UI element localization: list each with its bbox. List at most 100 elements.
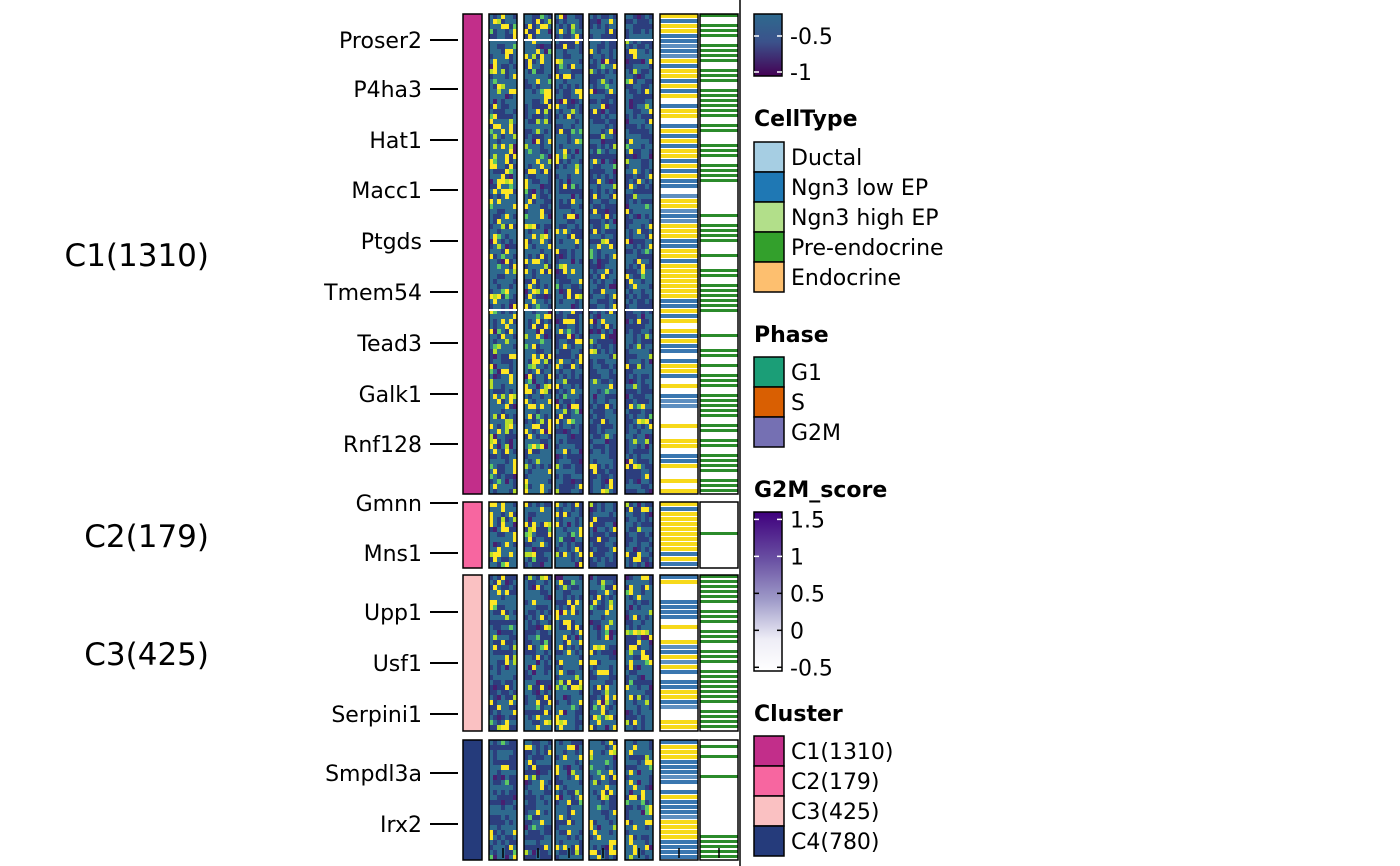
heatmap-cell: [637, 517, 641, 522]
heatmap-cell: [629, 309, 633, 314]
annotation-cell: [660, 517, 698, 521]
heatmap-cell: [540, 324, 544, 329]
heatmap-cell: [540, 507, 544, 512]
heatmap-cell: [625, 537, 629, 542]
heatmap-cell: [528, 665, 532, 670]
heatmap-cell: [613, 284, 617, 289]
heatmap-cell: [649, 690, 653, 695]
heatmap-cell: [513, 144, 517, 149]
heatmap-cell: [509, 264, 513, 269]
heatmap-cell: [589, 309, 593, 314]
heatmap-cell: [593, 537, 597, 542]
heatmap-cell: [548, 199, 552, 204]
heatmap-cell: [540, 154, 544, 159]
heatmap-cell: [548, 502, 552, 507]
heatmap-cell: [528, 522, 532, 527]
heatmap-cell: [633, 314, 637, 319]
heatmap-cell: [509, 259, 513, 264]
heatmap-cell: [589, 339, 593, 344]
legend-swatch: [753, 735, 785, 767]
heatmap-cell: [601, 129, 605, 134]
annotation-cell: [660, 239, 698, 243]
heatmap-cell: [575, 139, 579, 144]
heatmap-cell: [601, 134, 605, 139]
heatmap-cell: [509, 850, 513, 855]
heatmap-cell: [513, 344, 517, 349]
heatmap-cell: [567, 650, 571, 655]
heatmap-cell: [613, 29, 617, 34]
heatmap-cell: [544, 700, 548, 705]
legend-swatch: [753, 765, 785, 797]
heatmap-cell: [555, 419, 559, 424]
heatmap-cell: [579, 552, 583, 557]
heatmap-cell: [633, 374, 637, 379]
annotation-cell: [660, 139, 698, 143]
heatmap-cell: [563, 585, 567, 590]
heatmap-cell: [641, 600, 645, 605]
heatmap-cell: [559, 484, 563, 489]
heatmap-cell: [633, 364, 637, 369]
heatmap-cell: [613, 489, 617, 494]
heatmap-cell: [597, 309, 601, 314]
annotation-cell: [660, 74, 698, 78]
heatmap-cell: [497, 399, 501, 404]
heatmap-cell: [571, 537, 575, 542]
heatmap-cell: [509, 765, 513, 770]
heatmap-cell: [579, 595, 583, 600]
heatmap-cell: [601, 44, 605, 49]
heatmap-cell: [641, 810, 645, 815]
heatmap-cell: [579, 279, 583, 284]
heatmap-cell: [563, 695, 567, 700]
heatmap-cell: [567, 695, 571, 700]
heatmap-cell: [497, 620, 501, 625]
heatmap-cell: [629, 409, 633, 414]
heatmap-cell: [575, 244, 579, 249]
heatmap-cell: [629, 625, 633, 630]
heatmap-cell: [540, 765, 544, 770]
heatmap-cell: [509, 685, 513, 690]
heatmap-cell: [532, 522, 536, 527]
heatmap-cell: [532, 830, 536, 835]
heatmap-cell: [505, 850, 509, 855]
heatmap-cell: [497, 89, 501, 94]
heatmap-cell: [567, 409, 571, 414]
heatmap-cell: [489, 119, 493, 124]
heatmap-cell: [605, 424, 609, 429]
heatmap-cell: [609, 830, 613, 835]
heatmap-cell: [609, 517, 613, 522]
heatmap-cell: [489, 552, 493, 557]
heatmap-cell: [555, 715, 559, 720]
heatmap-cell: [544, 109, 548, 114]
heatmap-cell: [497, 725, 501, 730]
heatmap-cell: [609, 104, 613, 109]
heatmap-cell: [513, 785, 517, 790]
heatmap-cell: [613, 484, 617, 489]
heatmap-cell: [493, 389, 497, 394]
annotation-cell: [700, 650, 738, 653]
heatmap-column-border: [554, 574, 584, 732]
annotation-cell: [700, 79, 738, 82]
heatmap-cell: [497, 284, 501, 289]
heatmap-cell: [649, 154, 653, 159]
heatmap-cell: [528, 845, 532, 850]
annotation-cell: [660, 219, 698, 223]
heatmap-cell: [645, 512, 649, 517]
heatmap-cell: [633, 334, 637, 339]
heatmap-cell: [532, 770, 536, 775]
heatmap-cell: [567, 294, 571, 299]
heatmap-cell: [536, 770, 540, 775]
heatmap-cell: [609, 34, 613, 39]
heatmap-cell: [563, 349, 567, 354]
heatmap-cell: [544, 522, 548, 527]
legend-swatch: [753, 141, 785, 173]
heatmap-cell: [649, 705, 653, 710]
heatmap-cell: [497, 219, 501, 224]
heatmap-cell: [509, 49, 513, 54]
heatmap-cell: [571, 384, 575, 389]
heatmap-cell: [571, 284, 575, 289]
heatmap-cell: [605, 334, 609, 339]
heatmap-cell: [524, 615, 528, 620]
heatmap-cell: [509, 174, 513, 179]
heatmap-cell: [593, 219, 597, 224]
heatmap-cell: [601, 705, 605, 710]
